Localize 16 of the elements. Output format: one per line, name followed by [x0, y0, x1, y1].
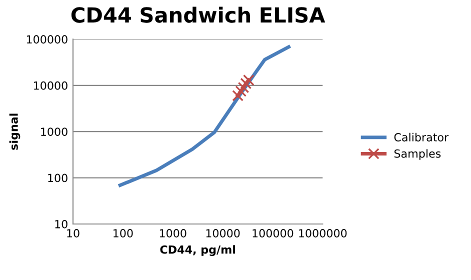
y-tick-label: 10000	[34, 81, 68, 90]
x-tick-label: 10000	[206, 229, 240, 238]
y-axis-title: signal	[9, 114, 20, 150]
x-tick-label: 10	[67, 229, 80, 238]
x-axis-title: CD44, pg/ml	[160, 245, 236, 256]
x-tick-label: 100000	[252, 229, 294, 238]
legend-label: Samples	[394, 149, 441, 160]
y-tick-label: 1000	[41, 128, 68, 136]
x-tick-label: 100	[114, 229, 133, 238]
y-tick-label: 10	[55, 220, 68, 228]
chart-title: CD44 Sandwich ELISA	[71, 6, 326, 23]
y-tick-label: 100	[48, 174, 68, 182]
x-tick-label: 1000	[160, 229, 186, 238]
x-tick-label: 1000000	[299, 229, 347, 238]
y-tick-label: 100000	[26, 35, 68, 44]
legend-label: Calibrator	[394, 132, 449, 142]
